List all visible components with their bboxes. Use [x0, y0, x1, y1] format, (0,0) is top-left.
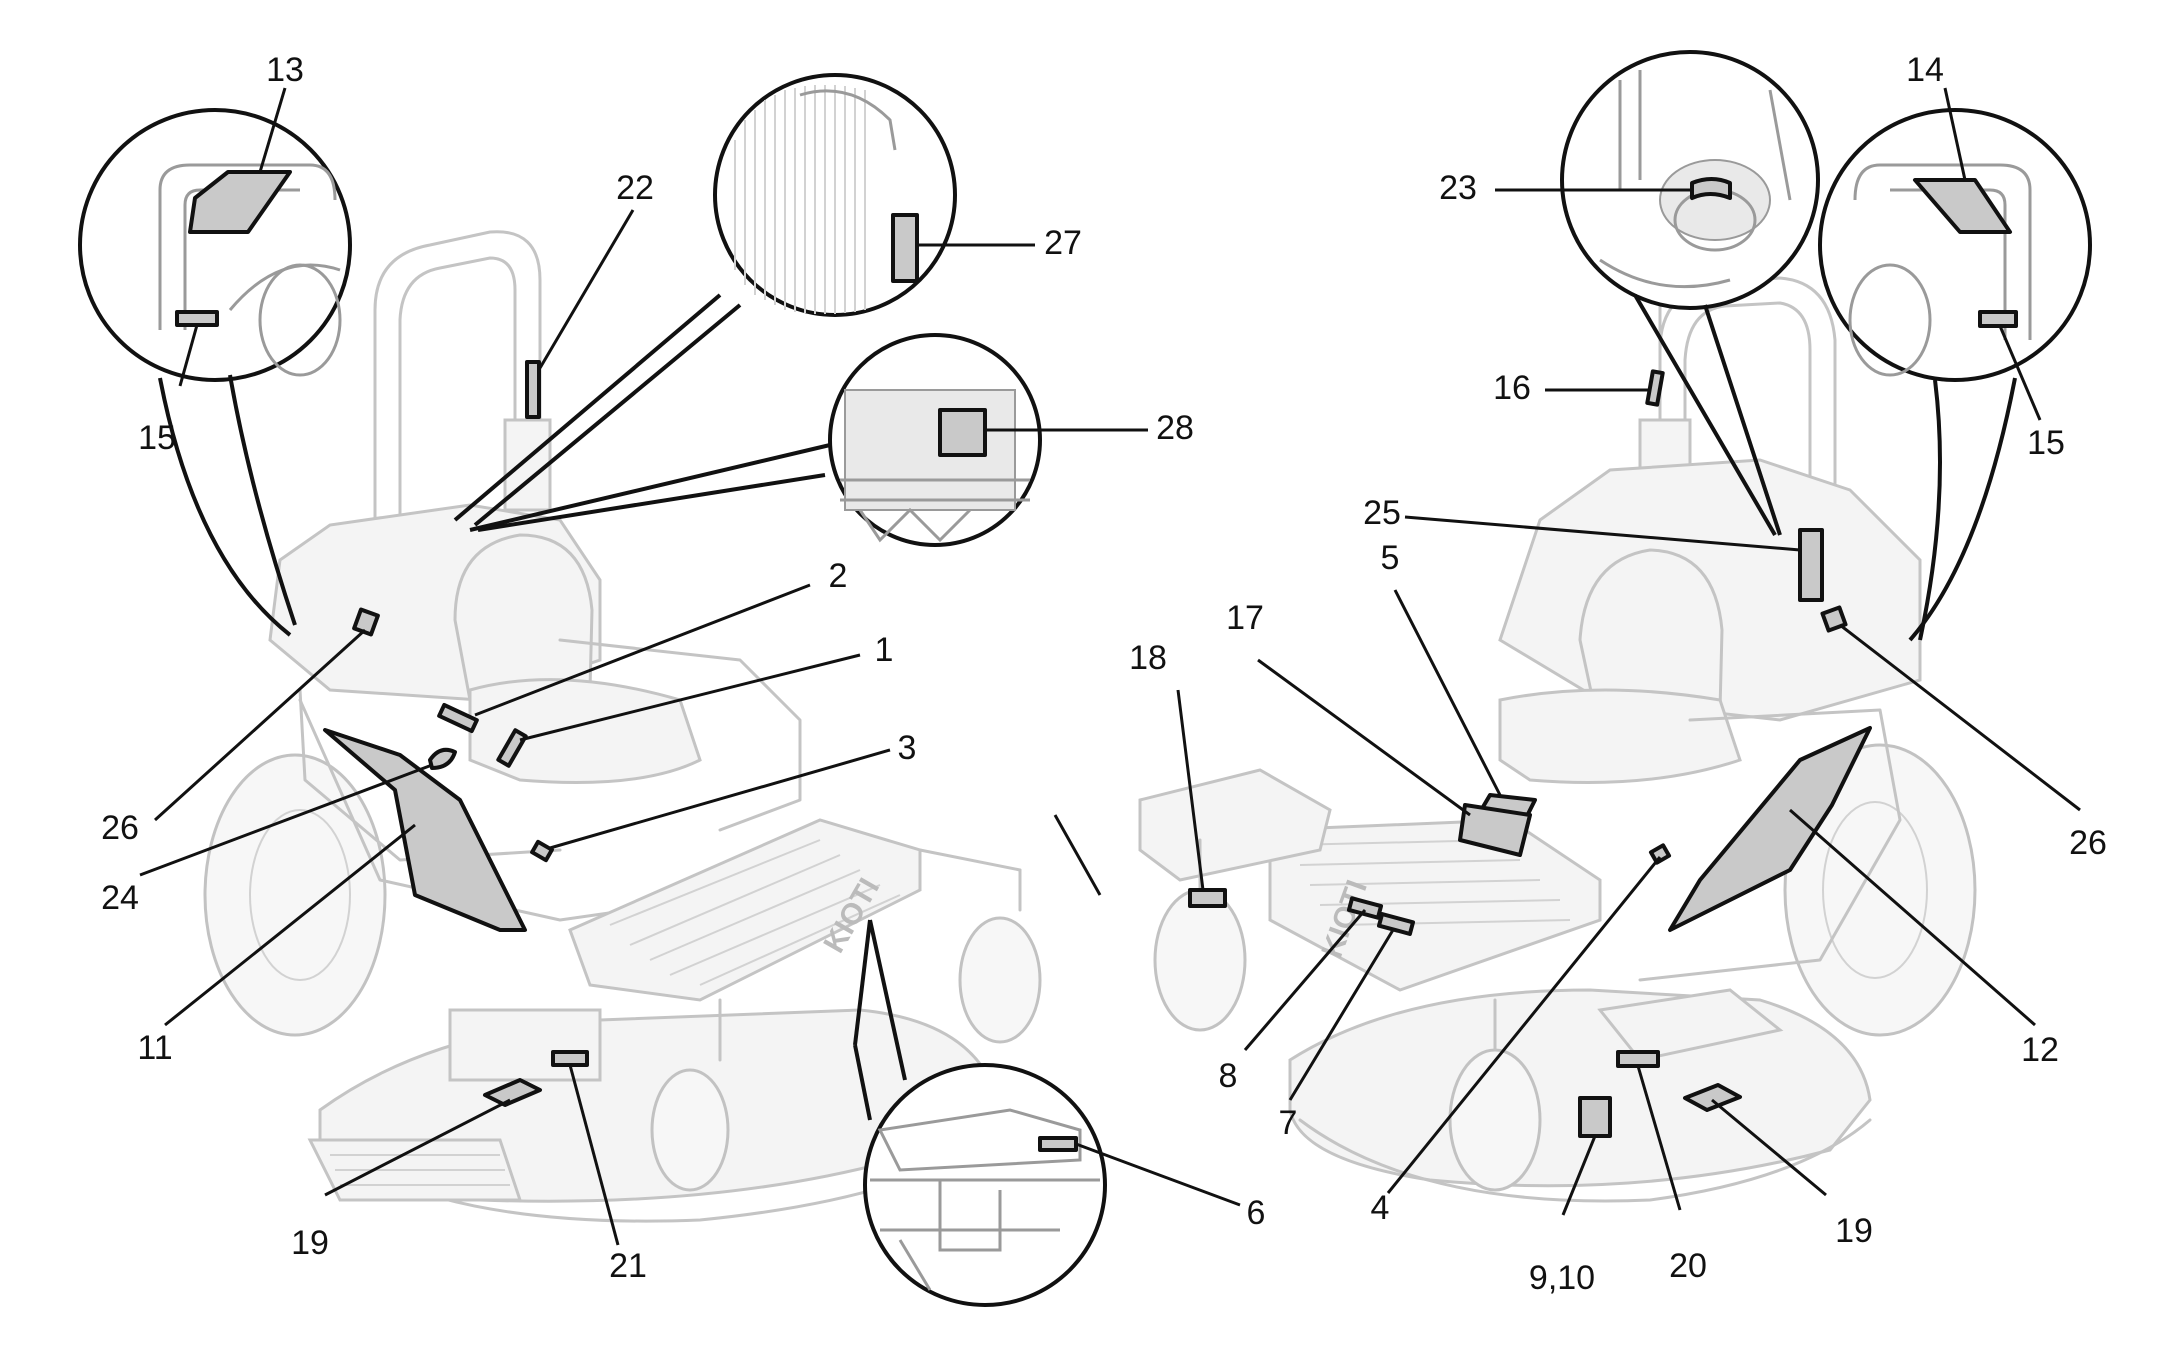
- label-24: 24: [101, 879, 139, 917]
- decal-1: [496, 728, 528, 768]
- left-mower-illustration: KIOTI: [203, 230, 1042, 1223]
- label-13: 13: [266, 51, 304, 89]
- right-mower-illustration: KIOTI: [1138, 258, 1977, 1203]
- label-15-left: 15: [138, 419, 176, 457]
- label-23: 23: [1439, 169, 1477, 207]
- detail-circle-deck-hanger: [853, 919, 1107, 1307]
- decal-18: [1188, 888, 1227, 908]
- decal-4: [1648, 843, 1672, 865]
- label-12: 12: [2021, 1031, 2059, 1069]
- label-8: 8: [1219, 1057, 1238, 1095]
- decal-17: [1458, 803, 1532, 857]
- label-7: 7: [1279, 1104, 1298, 1142]
- label-14: 14: [1906, 51, 1944, 89]
- decal-22: [525, 360, 541, 419]
- decal-14: [1913, 178, 2012, 234]
- label-2: 2: [829, 557, 848, 595]
- label-11: 11: [137, 1029, 172, 1067]
- decal-16: [1645, 369, 1665, 407]
- label-4: 4: [1371, 1189, 1390, 1227]
- decal-27: [891, 213, 919, 283]
- label-3: 3: [898, 729, 917, 767]
- decal-12: [1668, 726, 1872, 932]
- decal-26-left: [352, 607, 380, 637]
- label-27: 27: [1044, 224, 1082, 262]
- label-16: 16: [1493, 369, 1531, 407]
- decal-19-left: [483, 1078, 542, 1107]
- decal-28: [938, 408, 987, 457]
- callout-labels: 13 15 22 27 28 2 1 3 26 24 11 19 21 6 23…: [101, 51, 2107, 1297]
- decal-9-10: [1578, 1096, 1612, 1138]
- label-25: 25: [1363, 494, 1401, 532]
- decal-25: [1798, 528, 1824, 602]
- label-28: 28: [1156, 409, 1194, 447]
- label-15-right: 15: [2027, 424, 2065, 462]
- decal-7: [1376, 912, 1416, 936]
- label-1: 1: [875, 631, 894, 669]
- label-6: 6: [1247, 1194, 1266, 1232]
- decal-15-left: [175, 310, 219, 327]
- decals: [175, 170, 2018, 1152]
- decal-23: [1690, 177, 1732, 200]
- detail-circle-engine-pulley: [1560, 50, 1820, 537]
- decal-21: [551, 1050, 589, 1067]
- label-22: 22: [616, 169, 654, 207]
- decal-15-right: [1978, 310, 2018, 328]
- decal-2: [437, 702, 479, 734]
- detail-circle-right-rops: [1818, 108, 2092, 642]
- decal-3: [530, 839, 554, 863]
- label-9-10: 9,10: [1529, 1259, 1595, 1297]
- decal-26-right: [1820, 605, 1848, 633]
- label-19-right: 19: [1835, 1212, 1873, 1250]
- label-26-right: 26: [2069, 824, 2107, 862]
- label-18: 18: [1129, 639, 1167, 677]
- decal-11: [323, 728, 527, 932]
- decal-6: [1038, 1136, 1078, 1152]
- decal-19-right: [1683, 1083, 1742, 1112]
- label-19-left: 19: [291, 1224, 329, 1262]
- label-26-left: 26: [101, 809, 139, 847]
- leader-lines: [139, 87, 2081, 1246]
- decal-24: [428, 747, 457, 770]
- decal-13: [188, 170, 292, 234]
- label-5: 5: [1381, 539, 1400, 577]
- label-21: 21: [609, 1247, 647, 1285]
- label-20: 20: [1669, 1247, 1707, 1285]
- label-17: 17: [1226, 599, 1264, 637]
- decal-20: [1616, 1050, 1660, 1068]
